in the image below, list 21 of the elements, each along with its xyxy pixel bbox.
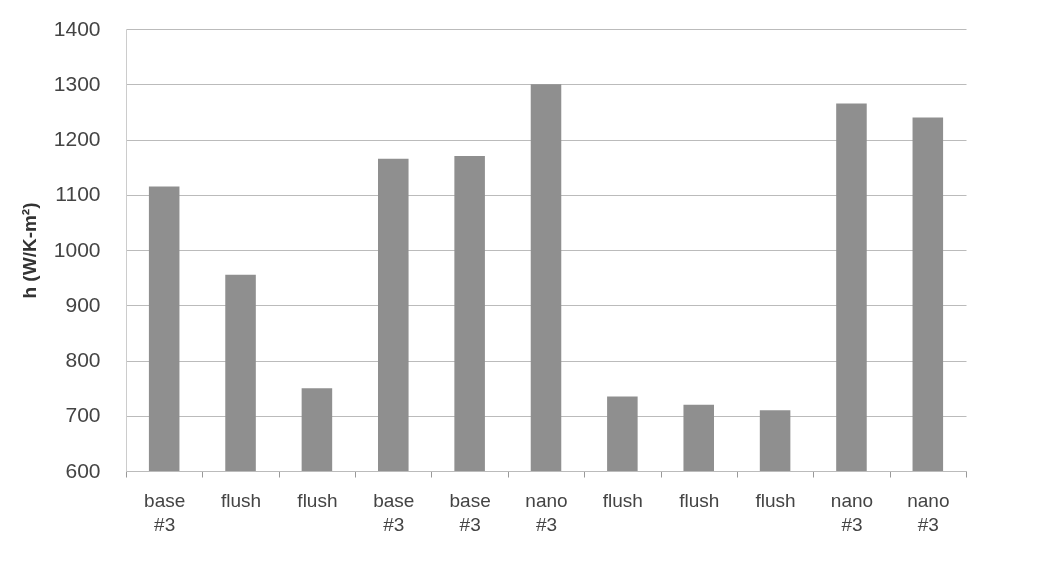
x-tick-label: base #3 <box>144 489 186 535</box>
y-tick-label: 900 <box>65 292 101 316</box>
x-tick-label: flush <box>755 489 796 511</box>
y-tick-label: 800 <box>65 348 101 371</box>
y-tick-label: 1000 <box>53 237 101 261</box>
y-tick-label: 600 <box>65 458 101 482</box>
y-tick-label: 700 <box>65 403 101 427</box>
y-tick-label: 1300 <box>53 71 101 95</box>
y-tick-label: 1200 <box>53 127 101 150</box>
x-tick-label: nano #3 <box>830 489 874 535</box>
x-tick-label: nano #3 <box>907 489 950 535</box>
y-tick-label: 1100 <box>55 182 101 206</box>
x-tick-label: base #3 <box>373 489 415 535</box>
x-tick-label: flush <box>679 489 720 511</box>
x-tick-label: nano #3 <box>525 489 568 535</box>
x-tick-label: base #3 <box>449 489 491 535</box>
x-tick-label: flush <box>220 489 262 511</box>
x-tick-label: flush <box>297 489 338 511</box>
y-tick-label: 1400 <box>53 16 101 40</box>
y-axis-title: h (W/K-m²) <box>18 202 40 299</box>
x-tick-label: flush <box>602 489 643 511</box>
